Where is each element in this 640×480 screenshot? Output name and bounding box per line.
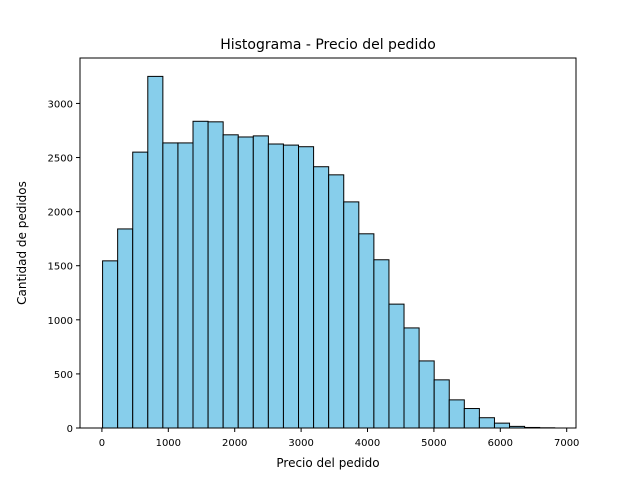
x-axis-ticks: 0 1000 2000 3000 4000 5000 6000 7000	[99, 428, 579, 449]
y-axis-ticks: 0 500 1000 1500 2000 2500 3000	[48, 99, 80, 435]
x-axis-label: Precio del pedido	[276, 456, 379, 470]
histogram-bar	[237, 136, 254, 429]
histogram-bar	[463, 408, 480, 429]
x-tick-label: 3000	[288, 438, 313, 449]
histogram-bar	[147, 75, 164, 429]
histogram-bar	[388, 303, 405, 429]
histogram-bar	[418, 360, 435, 429]
y-tick-label: 2500	[48, 154, 73, 165]
histogram-bar	[207, 121, 224, 429]
x-tick-label: 6000	[488, 438, 513, 449]
x-tick-label: 1000	[156, 438, 181, 449]
y-tick-label: 2000	[48, 208, 73, 219]
histogram-bar	[328, 174, 345, 429]
x-tick-label: 4000	[355, 438, 380, 449]
histogram-bar	[282, 144, 300, 429]
y-tick-label: 0	[67, 424, 73, 435]
histogram-bar	[298, 146, 315, 429]
histogram-bar	[478, 417, 495, 429]
plot-frame	[79, 57, 577, 429]
histogram-bar	[433, 379, 450, 429]
histogram-bar	[267, 143, 284, 429]
histogram-bar	[358, 233, 375, 429]
histogram-bar	[343, 201, 360, 429]
histogram-bar	[222, 134, 239, 429]
histogram-bar	[252, 135, 269, 429]
x-tick-label: 2000	[222, 438, 247, 449]
bars-group	[102, 75, 556, 429]
histogram-bar	[162, 142, 179, 429]
histogram-bar	[192, 120, 209, 429]
histogram-bar	[313, 166, 330, 429]
histogram-bar	[373, 259, 390, 429]
y-tick-label: 3000	[48, 99, 73, 110]
x-tick-label: 5000	[421, 438, 446, 449]
y-axis-label: Cantidad de pedidos	[15, 181, 29, 305]
y-tick-label: 1000	[48, 316, 73, 327]
histogram-bar	[403, 327, 420, 429]
x-tick-label: 7000	[554, 438, 579, 449]
x-tick-label: 0	[99, 438, 105, 449]
chart-title: Histograma - Precio del pedido	[220, 37, 436, 53]
y-tick-label: 500	[54, 370, 73, 381]
histogram-bar	[177, 142, 194, 429]
histogram-bar	[493, 422, 511, 429]
histogram-bar	[102, 260, 119, 429]
histogram-bar	[117, 228, 134, 429]
histogram-bar	[132, 151, 149, 429]
histogram-bar	[448, 399, 465, 429]
y-tick-label: 1500	[48, 262, 73, 273]
